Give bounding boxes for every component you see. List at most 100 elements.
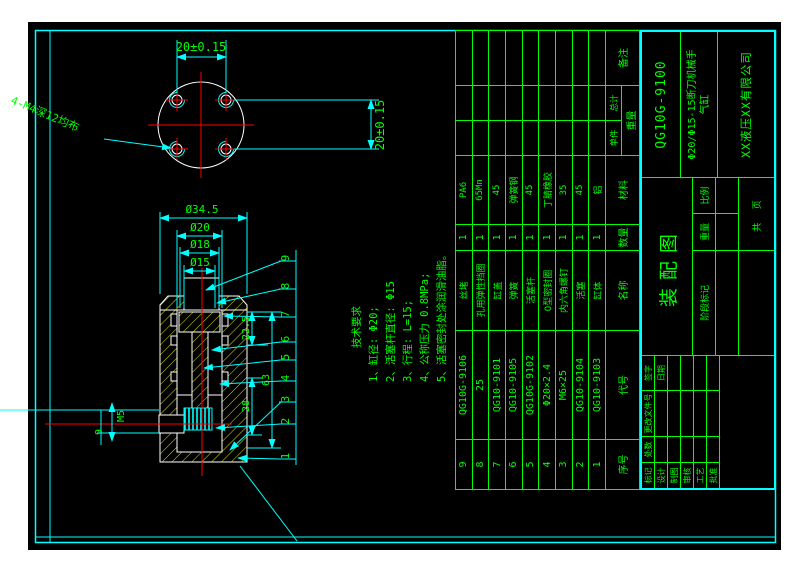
part-name: 内六角螺钉 [556, 251, 572, 330]
product-name-line1: Φ20/Φ15-15断刀机械手 [687, 49, 698, 160]
dim-text-20-v: 20±0.15 [373, 100, 387, 151]
dim-text-dia15: Ø15 [190, 256, 210, 269]
part-weight-total [572, 86, 589, 120]
tech-req-line: 2、活塞杆直径: Φ15 [385, 281, 397, 382]
svg-text:7: 7 [279, 311, 292, 318]
piston-rod-section [191, 331, 209, 409]
svg-text:3: 3 [279, 396, 292, 403]
role-process-label: 工艺 [694, 463, 706, 488]
part-no: 8 [472, 440, 489, 489]
part-weight-unit [539, 121, 555, 155]
part-weight-total [539, 86, 555, 120]
empty-cell [668, 391, 680, 436]
part-qty: 1 [506, 225, 522, 250]
part-weight-total [589, 86, 605, 120]
balloon-numbers: 9 8 7 6 5 4 3 2 1 [279, 255, 292, 460]
rev-count-label: 处数 [642, 437, 654, 462]
part-no: 3 [556, 440, 572, 489]
part-material: 45 [522, 156, 539, 224]
empty-cell [720, 355, 774, 488]
part-qty: 1 [522, 225, 539, 250]
part-material: 弹簧钢 [506, 156, 522, 224]
scale-value [716, 178, 738, 213]
dim-text-dia18: Ø18 [190, 238, 210, 251]
part-notes [522, 31, 539, 85]
part-code: 25 [472, 331, 489, 439]
empty-cell [707, 355, 719, 390]
part-notes [506, 31, 522, 85]
part-code: QG10-9105 [506, 331, 522, 439]
header-material: 材料 [606, 156, 639, 224]
part-material: 65Mn [472, 156, 489, 224]
drawing-number: QG10G-9100 [642, 32, 680, 178]
part-code: Φ20×2.4 [539, 331, 555, 439]
empty-cell [707, 391, 719, 436]
role-draft-label: 制图 [668, 463, 680, 488]
part-name: 弹簧 [506, 251, 522, 330]
role-design-label: 设计 [655, 463, 667, 488]
part-no: 7 [489, 440, 505, 489]
part-name: 缸盖 [489, 251, 505, 330]
empty-cell [707, 437, 719, 462]
weight-label: 重量 [693, 213, 715, 250]
rev-sign-label: 签字 [642, 355, 654, 390]
part-no: 6 [506, 440, 522, 489]
parts-list: 9 QG10G-9106 丝堵 1 PA6 8 25 孔用弹性挡圈 1 65Mn… [455, 30, 640, 490]
title-block: 标记 处数 更改文件号 签字 设计 日期 制图 审核 工艺 批准 [640, 30, 776, 490]
dim-20-vertical [234, 99, 379, 150]
header-weight-total: 总计 [609, 94, 620, 112]
empty-cell [668, 355, 680, 390]
part-weight-total [489, 86, 505, 120]
part-qty: 1 [539, 225, 555, 250]
empty-cell [694, 437, 706, 462]
dim-text-dia20: Ø20 [190, 221, 210, 234]
dim-text-m5: M5 [116, 410, 127, 422]
part-qty: 1 [456, 225, 472, 250]
svg-text:4: 4 [279, 374, 292, 381]
part-qty: 1 [556, 225, 572, 250]
part-notes [472, 31, 489, 85]
svg-text:5: 5 [279, 354, 292, 361]
header-notes: 备注 [606, 31, 639, 85]
part-no: 1 [589, 440, 605, 489]
tech-req-line: 3、行程: L=15; [402, 299, 414, 382]
role-check-label: 审核 [681, 463, 693, 488]
part-weight-total [556, 86, 572, 120]
part-notes [489, 31, 505, 85]
part-notes [556, 31, 572, 85]
role-approve-label: 批准 [707, 463, 719, 488]
part-code: QG10-9103 [589, 331, 605, 439]
part-material: 铝 [589, 156, 605, 224]
part-qty: 1 [489, 225, 505, 250]
bore-ledges [160, 309, 247, 396]
tech-req-line: 1、缸径: Φ20; [368, 306, 380, 382]
stage-mark-value [716, 250, 738, 355]
dim-text-9: 9 [94, 429, 105, 435]
empty-cell [681, 391, 693, 436]
spring-section [183, 407, 213, 431]
part-notes [572, 31, 589, 85]
empty-cell [739, 250, 774, 355]
leader-line [103, 138, 172, 151]
part-code: QG10G-9106 [456, 331, 472, 439]
header-no: 序号 [606, 440, 639, 489]
part-name: 丝堵 [456, 251, 472, 330]
dim-text-22-5: 22.5 [241, 316, 252, 340]
part-weight-unit [472, 121, 489, 155]
pages-label: 共 页 [739, 178, 774, 250]
part-material: 45 [572, 156, 589, 224]
dim-text-28: 28 [241, 400, 252, 412]
part-weight-unit [522, 121, 539, 155]
part-weight-total [456, 86, 472, 120]
svg-text:6: 6 [279, 336, 292, 343]
part-weight-total [472, 86, 489, 120]
parts-header-row: 序号 代号 名称 数量 材料 单件 总计 重量 备注 [605, 31, 639, 489]
part-notes [589, 31, 605, 85]
part-no: 5 [522, 440, 539, 489]
tech-requirements-block: 技术要求 1、缸径: Φ20; 2、活塞杆直径: Φ15 3、行程: L=15;… [314, 57, 448, 382]
empty-cell [681, 355, 693, 390]
product-name: Φ20/Φ15-15断刀机械手 气缸 [681, 32, 717, 178]
part-no: 9 [456, 440, 472, 489]
part-name: 缸体 [589, 251, 605, 330]
